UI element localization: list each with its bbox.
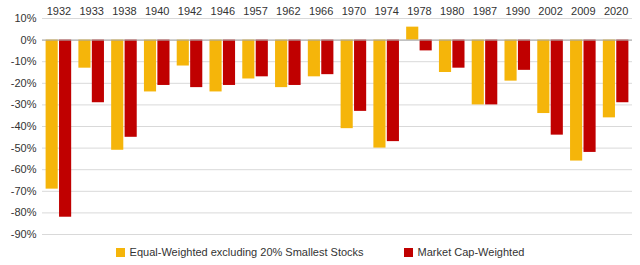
svg-text:-20%: -20% <box>11 77 37 89</box>
svg-text:1962: 1962 <box>276 5 300 17</box>
svg-text:-90%: -90% <box>11 228 37 240</box>
svg-text:1980: 1980 <box>440 5 464 17</box>
svg-text:1970: 1970 <box>342 5 366 17</box>
html-text:Equal-Weighted excluding 20% S: Equal-Weighted excluding 20% Smallest St… <box>129 246 364 258</box>
svg-text:-50%: -50% <box>11 142 37 154</box>
svg-text:1932: 1932 <box>47 5 71 17</box>
svg-text:-30%: -30% <box>11 98 37 110</box>
svg-text:1987: 1987 <box>473 5 497 17</box>
svg-text:1938: 1938 <box>112 5 136 17</box>
svg-text:-60%: -60% <box>11 163 37 175</box>
svg-text:1942: 1942 <box>178 5 202 17</box>
svg-text:1957: 1957 <box>243 5 267 17</box>
svg-text:2020: 2020 <box>604 5 628 17</box>
svg-text:1940: 1940 <box>145 5 169 17</box>
svg-text:2009: 2009 <box>571 5 595 17</box>
html-text:Market Cap-Weighted: Market Cap-Weighted <box>417 246 525 258</box>
svg-text:-70%: -70% <box>11 185 37 197</box>
svg-text:1966: 1966 <box>309 5 333 17</box>
svg-text:1974: 1974 <box>374 5 398 17</box>
svg-text:1978: 1978 <box>407 5 431 17</box>
svg-text:-80%: -80% <box>11 206 37 218</box>
svg-text:1933: 1933 <box>79 5 103 17</box>
svg-text:-40%: -40% <box>11 120 37 132</box>
svg-text:1946: 1946 <box>211 5 235 17</box>
svg-text:-10%: -10% <box>11 55 37 67</box>
svg-text:10%: 10% <box>14 12 36 24</box>
svg-text:0%: 0% <box>21 34 37 46</box>
svg-text:1990: 1990 <box>506 5 530 17</box>
svg-text:2002: 2002 <box>538 5 562 17</box>
